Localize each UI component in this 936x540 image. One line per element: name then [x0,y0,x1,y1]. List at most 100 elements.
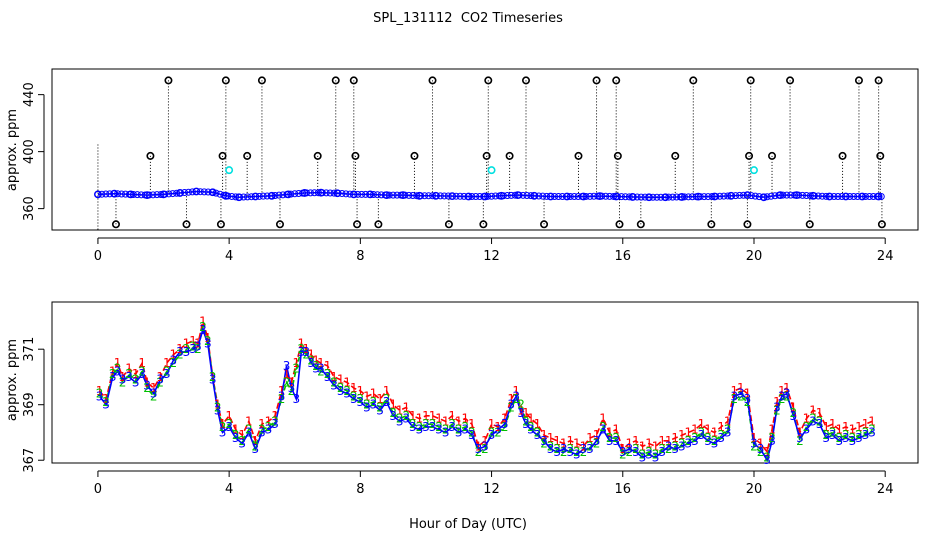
series-3-marker: 3 [214,403,222,417]
series-3-marker: 3 [790,409,798,423]
series-2-marker: 2 [522,414,530,428]
co2-data-point [621,193,629,201]
series-1-marker: 1 [803,412,811,426]
series-3-marker: 3 [580,442,588,456]
series-2-marker: 2 [796,434,804,448]
series-2-marker: 2 [829,425,837,439]
series-2-marker: 2 [293,362,301,376]
co2-data-point [539,192,547,200]
co2-data-point [279,191,287,199]
co2-data-point [712,192,720,200]
series-3-marker: 3 [527,423,535,437]
co2-data-point [838,193,846,201]
series-1-marker: 1 [757,437,765,451]
series-3-marker: 3 [488,428,496,442]
series-1-marker: 1 [475,439,483,453]
series-1-marker: 1 [737,381,745,395]
plot-area-bottom: 1111111111111111111111111111111111111111… [96,314,876,467]
outlier-point [444,220,453,229]
series-1-marker: 1 [612,423,620,437]
series-3-marker: 3 [312,362,320,376]
series-3-marker: 3 [252,442,260,456]
outlier-point [218,151,227,160]
series-2-marker: 2 [435,420,443,434]
outlier-point [805,220,814,229]
series-3-marker: 3 [396,414,404,428]
co2-data-point [814,192,822,200]
series-2-marker: 2 [671,439,679,453]
x-tick-label: 16 [614,249,631,264]
series-3-marker: 3 [125,370,133,384]
co2-data-point [165,190,173,198]
x-tick-label: 4 [225,482,233,497]
co2-data-point [417,192,425,200]
outlier-point [374,220,383,229]
series-2-marker: 2 [698,425,706,439]
series-2-marker: 2 [517,398,525,412]
series-3-marker: 3 [357,395,365,409]
series-3-marker: 3 [468,428,476,442]
series-1-marker: 1 [586,431,594,445]
series-3-marker: 3 [534,428,542,442]
series-2-marker: 2 [199,320,207,334]
series-3-marker: 3 [803,423,811,437]
co2-data-point [704,193,712,201]
outlier-point [613,151,622,160]
series-2-marker: 2 [343,384,351,398]
series-2-marker: 2 [271,414,279,428]
series-2-marker: 2 [461,420,469,434]
series-1-marker: 1 [829,417,837,431]
series-3-marker: 3 [501,417,509,431]
series-2-marker: 2 [612,431,620,445]
outlier-point [331,76,340,85]
series-2-line [98,324,873,459]
series-3-marker: 3 [209,373,217,387]
series-1-marker: 1 [225,409,233,423]
series-1-marker: 1 [209,370,217,384]
co2-data-point [188,188,196,196]
series-3-marker: 3 [455,425,463,439]
co2-data-point [389,191,397,199]
outlier-point [484,76,493,85]
series-1-marker: 1 [822,420,830,434]
series-1-marker: 1 [317,356,325,370]
co2-data-point [535,192,543,200]
y-tick-label: 400 [22,139,37,164]
series-3-marker: 3 [448,420,456,434]
co2-data-point [684,193,692,201]
series-3-marker: 3 [183,345,191,359]
series-1-marker: 1 [132,367,140,381]
series-2-marker: 2 [768,431,776,445]
x-tick-label: 24 [877,249,894,264]
series-1-marker: 1 [194,337,202,351]
outlier-point [746,76,755,85]
co2-data-point [574,193,582,201]
series-2-marker: 2 [822,428,830,442]
series-3-marker: 3 [553,445,561,459]
series-1-marker: 1 [297,337,305,351]
series-2-marker: 2 [288,384,296,398]
series-1-marker: 1 [835,423,843,437]
series-2-marker: 2 [363,398,371,412]
co2-data-point [141,191,149,199]
series-1-marker: 1 [626,437,634,451]
outlier-point [745,151,754,160]
series-2-marker: 2 [258,423,266,437]
cyan-point [487,166,496,175]
series-2-marker: 2 [183,342,191,356]
co2-data-point [558,193,566,201]
co2-data-point [299,189,307,197]
series-3-marker: 3 [778,389,786,403]
outlier-point [482,151,491,160]
co2-data-point [551,193,559,201]
outlier-point [707,220,716,229]
co2-data-point [244,193,252,201]
co2-data-point [267,192,275,200]
plot-frame-bottom [51,301,919,464]
co2-data-point [362,190,370,198]
series-1-marker: 1 [163,356,171,370]
series-2-marker: 2 [96,387,104,401]
series-3-marker: 3 [143,378,151,392]
outlier-point [111,220,120,229]
